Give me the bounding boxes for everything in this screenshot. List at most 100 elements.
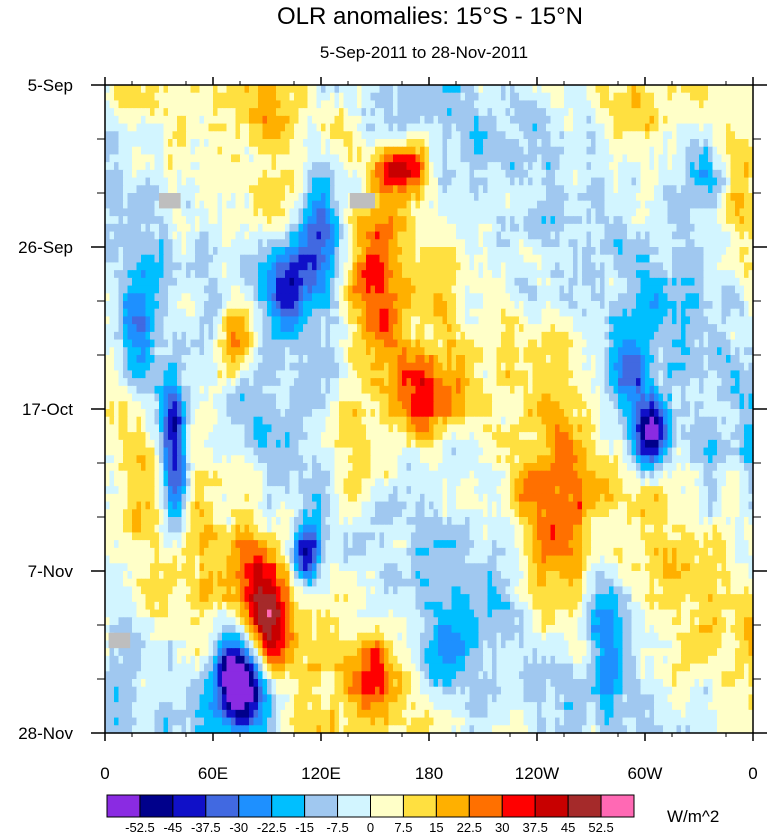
field-cell — [163, 331, 169, 341]
field-cell — [393, 100, 399, 109]
field-cell — [321, 162, 327, 171]
field-cell — [406, 200, 412, 210]
field-cell — [712, 123, 718, 132]
field-cell — [474, 293, 480, 302]
field-cell — [591, 216, 597, 225]
field-cell — [519, 270, 525, 279]
field-cell — [604, 339, 610, 348]
field-cell — [271, 247, 277, 256]
field-cell — [402, 247, 408, 256]
field-cell — [451, 108, 457, 117]
field-cell — [294, 316, 300, 325]
field-cell — [145, 139, 151, 148]
field-cell — [546, 293, 552, 302]
field-cell — [343, 301, 349, 310]
field-cell — [442, 231, 448, 240]
field-cell — [406, 108, 412, 117]
field-cell — [613, 193, 619, 202]
field-cell — [244, 316, 250, 325]
field-cell — [397, 331, 403, 341]
field-cell — [325, 316, 331, 325]
field-cell — [469, 331, 475, 341]
field-cell — [640, 162, 646, 171]
field-cell — [627, 162, 633, 171]
field-cell — [604, 277, 610, 287]
field-cell — [235, 316, 241, 325]
field-cell — [294, 293, 300, 302]
field-cell — [546, 131, 552, 140]
field-cell — [568, 285, 574, 294]
field-cell — [528, 231, 534, 240]
field-cell — [177, 131, 183, 140]
field-cell — [244, 347, 250, 356]
field-cell — [240, 139, 246, 148]
field-cell — [267, 185, 273, 194]
field-cell — [127, 154, 133, 163]
field-cell — [208, 92, 214, 102]
field-cell — [654, 285, 660, 294]
field-cell — [393, 262, 399, 271]
field-cell — [406, 223, 412, 233]
field-cell — [730, 316, 736, 325]
field-cell — [654, 139, 660, 148]
field-cell — [627, 277, 633, 287]
field-cell — [501, 146, 507, 156]
field-cell — [735, 293, 741, 302]
field-cell — [577, 115, 583, 125]
field-cell — [492, 108, 498, 117]
field-cell — [348, 308, 354, 318]
field-cell — [406, 193, 412, 202]
field-cell — [280, 162, 286, 171]
field-cell — [163, 277, 169, 287]
field-cell — [127, 293, 133, 302]
field-cell — [123, 316, 129, 325]
field-cell — [204, 347, 210, 356]
field-cell — [447, 339, 453, 348]
field-cell — [357, 208, 363, 217]
field-cell — [618, 339, 624, 348]
field-cell — [429, 231, 435, 240]
field-cell — [262, 239, 268, 248]
field-cell — [204, 185, 210, 194]
field-cell — [307, 193, 313, 202]
field-cell — [181, 347, 187, 356]
field-cell — [226, 223, 232, 233]
field-cell — [136, 139, 142, 148]
field-cell — [258, 285, 264, 294]
field-cell — [226, 285, 232, 294]
field-cell — [177, 169, 183, 179]
field-cell — [618, 316, 624, 325]
field-cell — [406, 231, 412, 240]
field-cell — [469, 262, 475, 271]
field-cell — [402, 331, 408, 341]
field-cell — [105, 115, 111, 125]
field-cell — [631, 185, 637, 194]
field-cell — [375, 185, 381, 194]
field-cell — [258, 146, 264, 156]
field-cell — [204, 231, 210, 240]
field-cell — [406, 270, 412, 279]
field-cell — [411, 223, 417, 233]
field-cell — [690, 339, 696, 348]
field-cell — [123, 108, 129, 117]
field-cell — [330, 169, 336, 179]
field-cell — [271, 239, 277, 248]
field-cell — [375, 216, 381, 225]
field-cell — [343, 239, 349, 248]
field-cell — [568, 85, 574, 94]
field-cell — [721, 277, 727, 287]
field-cell — [573, 285, 579, 294]
field-cell — [375, 331, 381, 341]
field-cell — [433, 85, 439, 94]
field-cell — [240, 162, 246, 171]
field-cell — [478, 131, 484, 140]
field-cell — [163, 231, 169, 240]
field-cell — [406, 324, 412, 333]
field-cell — [735, 339, 741, 348]
field-cell — [303, 339, 309, 348]
field-cell — [253, 85, 259, 94]
field-cell — [105, 285, 111, 294]
field-cell — [595, 247, 601, 256]
field-cell — [474, 339, 480, 348]
field-cell — [487, 200, 493, 210]
